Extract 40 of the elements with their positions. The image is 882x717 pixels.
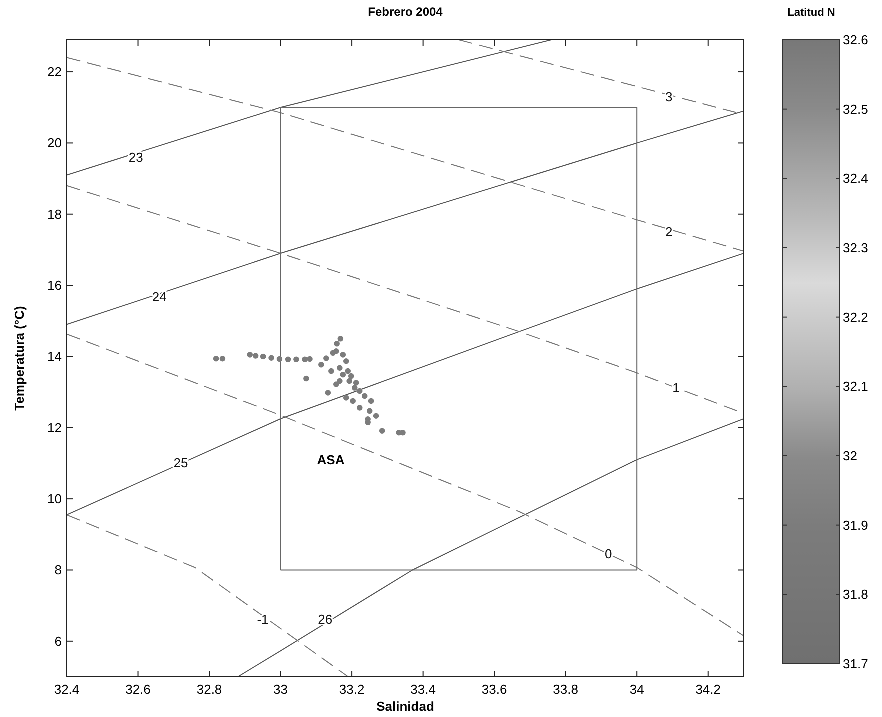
y-tick-label: 8 (54, 562, 62, 578)
color-bar-label: 31.7 (843, 656, 868, 672)
y-tick-label: 20 (48, 136, 62, 151)
color-bar-label: 32.3 (843, 240, 868, 256)
y-tick-label: 6 (54, 634, 62, 649)
color-bar-title: Latitud N (788, 7, 836, 19)
y-axis-title: Temperatura (°C) (12, 306, 27, 411)
y-tick-label: 16 (48, 278, 62, 294)
color-bar-label: 32.5 (843, 102, 868, 117)
y-tick-label: 10 (48, 492, 62, 507)
color-bar-label: 32.1 (843, 379, 868, 394)
x-tick-label: 34.2 (696, 682, 722, 697)
x-tick-label: 32.8 (196, 682, 222, 697)
annotation: -1 (257, 612, 269, 627)
y-tick-label: 14 (48, 349, 62, 364)
x-tick-label: 33.2 (339, 682, 365, 697)
color-bar-label: 31.8 (843, 587, 868, 602)
x-axis-title: Salinidad (376, 699, 434, 714)
x-tick-label: 33.8 (553, 682, 578, 697)
x-tick-label: 33 (274, 682, 288, 697)
x-tick-label: 34 (630, 682, 644, 697)
annotation: 2 (666, 224, 673, 240)
x-tick-label: 33.4 (410, 682, 436, 697)
y-tick-label: 12 (48, 420, 62, 436)
x-tick-label: 32.6 (126, 682, 151, 697)
y-tick-label: 22 (48, 64, 62, 80)
chart-title: Febrero 2004 (368, 5, 444, 19)
annotation: 24 (152, 289, 167, 304)
x-tick-label: 32.4 (54, 682, 80, 697)
color-bar-label: 32.2 (843, 310, 868, 325)
annotation: ASA (317, 452, 346, 468)
color-bar-label: 32.6 (843, 32, 868, 48)
x-tick-label: 33.6 (482, 682, 508, 697)
color-bar-label: 32 (843, 448, 858, 464)
annotation: 26 (318, 612, 333, 627)
color-bar-label: 32.4 (843, 171, 868, 186)
annotation: 0 (604, 546, 612, 562)
color-bar-label: 31.9 (843, 518, 868, 533)
y-tick-label: 18 (48, 206, 62, 222)
annotation: 23 (128, 150, 144, 165)
